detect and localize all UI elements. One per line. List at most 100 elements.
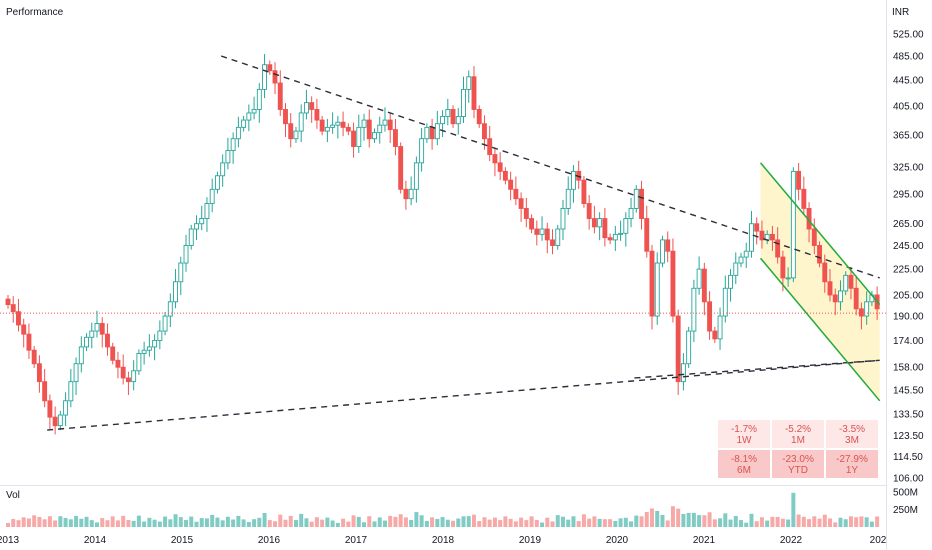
channel-line[interactable] <box>759 257 881 402</box>
candle-body <box>686 330 692 365</box>
trend-line[interactable] <box>634 359 880 379</box>
candle-body <box>701 268 707 303</box>
candle-body <box>345 126 351 132</box>
candle-body <box>152 340 158 348</box>
candle-body <box>680 363 686 383</box>
volume-bar <box>309 521 314 527</box>
volume-bar <box>58 516 63 527</box>
volume-bar <box>100 518 105 527</box>
candle-body <box>848 274 854 289</box>
volume-bar <box>115 520 120 527</box>
candle-body <box>654 262 660 317</box>
candle-body <box>482 123 487 140</box>
candle-body <box>607 237 613 241</box>
volume-bar <box>613 521 618 527</box>
candle-body <box>581 179 587 204</box>
candle-body <box>392 129 398 147</box>
volume-bar <box>466 516 471 527</box>
candle-body <box>455 116 461 125</box>
volume-bar <box>817 518 822 527</box>
candle-body <box>571 170 576 190</box>
volume-bar <box>430 517 435 527</box>
candle-body <box>209 188 215 204</box>
candle-body <box>115 359 121 368</box>
volume-bar <box>142 521 147 527</box>
candle-body <box>440 116 446 125</box>
volume-bar <box>686 512 691 527</box>
time-axis[interactable]: 2013201420152016201720182019202020212022… <box>0 535 887 546</box>
volume-bar <box>869 521 874 527</box>
performance-cell-bg <box>718 420 770 448</box>
performance-cell-bg <box>772 420 824 448</box>
performance-value: -5.2% <box>785 424 811 435</box>
candle-body <box>398 146 404 190</box>
volume-bar <box>644 511 649 527</box>
volume-bar <box>225 516 230 527</box>
volume-bar <box>262 513 267 527</box>
candle-body <box>822 262 828 283</box>
volume-bar <box>875 516 880 527</box>
volume-bar <box>670 506 675 527</box>
candle-body <box>89 330 95 338</box>
candle-body <box>277 82 283 110</box>
volume-bar <box>32 515 37 527</box>
candle-body <box>235 126 241 140</box>
volume-bar <box>367 516 372 527</box>
volume-bar <box>759 517 764 527</box>
candle-body <box>759 230 765 241</box>
candle-body <box>471 76 477 110</box>
volume-bar <box>519 517 524 527</box>
candle-body <box>749 223 754 252</box>
volume-bar <box>623 517 628 527</box>
volume-bar <box>534 520 539 527</box>
candle-body <box>173 281 178 303</box>
candle-body <box>618 232 624 235</box>
performance-period: 1W <box>737 435 753 446</box>
volume-bar <box>560 516 565 527</box>
time-tick-label: 2017 <box>345 535 368 546</box>
volume-bar <box>68 519 73 527</box>
volume-bar <box>163 516 168 527</box>
candle-body <box>691 287 697 332</box>
candle-body <box>801 188 807 209</box>
volume-bar <box>314 517 319 527</box>
candle-body <box>602 218 608 239</box>
candle-body <box>57 414 63 427</box>
trend-lines[interactable] <box>47 55 881 431</box>
candle-body <box>21 324 27 335</box>
candle-body <box>497 162 503 172</box>
volume-bar <box>299 513 304 527</box>
performance-value: -1.7% <box>731 424 757 435</box>
candle-body <box>225 150 231 164</box>
candle-body <box>340 121 346 128</box>
volume-bar <box>482 517 487 527</box>
trend-line[interactable] <box>220 55 880 279</box>
performance-cell-bg <box>718 450 770 478</box>
volume-bar <box>388 515 393 527</box>
volume-bar <box>451 520 456 527</box>
candle-body <box>550 239 555 246</box>
candle-body <box>811 228 817 246</box>
candle-body <box>529 218 535 230</box>
candle-body <box>361 119 367 128</box>
candle-body <box>670 250 676 317</box>
volume-bar <box>566 519 571 527</box>
candle-body <box>262 64 268 90</box>
volume-bar <box>864 517 869 527</box>
candle-body <box>790 170 796 279</box>
volume-bar <box>47 516 52 527</box>
performance-value: -23.0% <box>782 454 814 465</box>
performance-cell-1w: -1.7%1W <box>718 420 770 448</box>
volume-bar <box>791 492 796 527</box>
channel-line[interactable] <box>759 162 881 306</box>
candle-body <box>628 207 634 219</box>
volume-bar <box>293 520 298 527</box>
volume-bar <box>194 521 199 527</box>
candle-body <box>534 228 540 235</box>
trend-line[interactable] <box>47 359 880 431</box>
time-tick-label: 2015 <box>171 535 194 546</box>
price-axis[interactable]: 525.00 485.00 445.00 405.00 365.00 325.00 295.… <box>893 30 924 485</box>
candle-body <box>335 121 341 126</box>
volume-bar <box>110 516 115 527</box>
